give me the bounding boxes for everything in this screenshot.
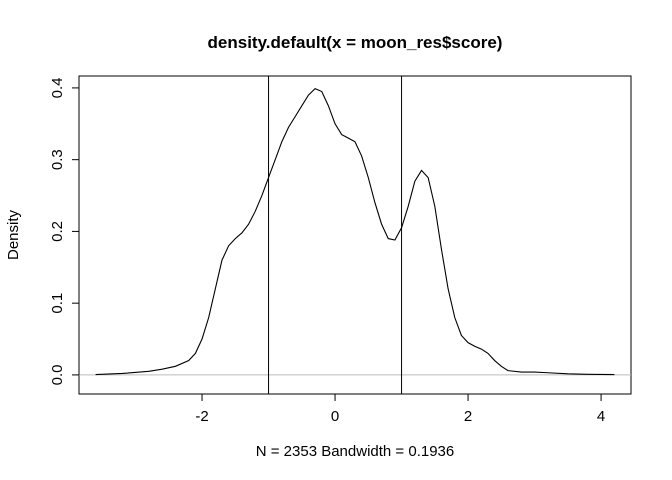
x-tick-label: -2 (195, 408, 208, 425)
plot-frame (78, 75, 632, 395)
density-curve (95, 87, 615, 376)
chart-title: density.default(x = moon_res$score) (208, 33, 503, 52)
x-tick-label: 2 (464, 408, 472, 425)
y-axis-label: Density (5, 209, 22, 260)
x-tick-label: 4 (597, 408, 605, 425)
y-axis: 0.0 0.1 0.2 0.3 0.4 (49, 77, 80, 385)
y-tick-label: 0.3 (49, 149, 66, 170)
x-axis-label: N = 2353 Bandwidth = 0.1936 (256, 443, 455, 460)
x-axis: -2 0 2 4 (195, 393, 605, 425)
y-tick-label: 0.2 (49, 221, 66, 242)
y-tick-label: 0.0 (49, 364, 66, 385)
y-tick-label: 0.1 (49, 293, 66, 314)
x-tick-label: 0 (331, 408, 339, 425)
y-tick-label: 0.4 (49, 77, 66, 98)
